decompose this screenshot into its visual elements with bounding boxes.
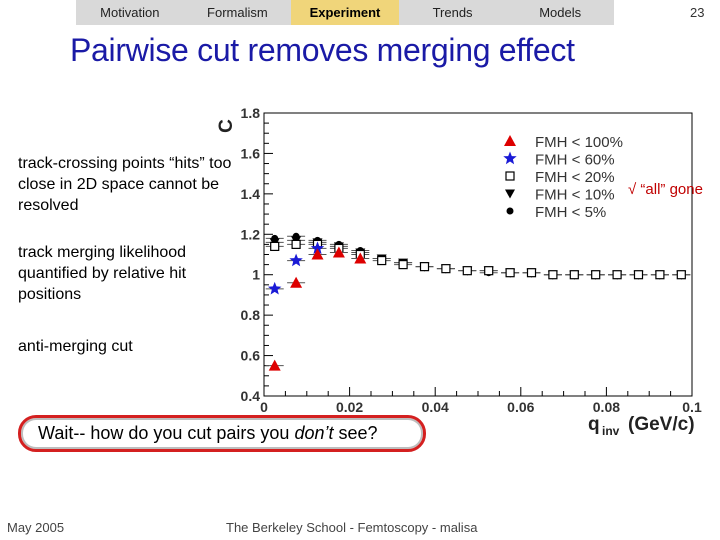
data-point	[398, 260, 408, 270]
data-point	[289, 253, 303, 267]
data-point	[633, 270, 644, 280]
data-point	[441, 264, 451, 274]
legend-marker	[506, 207, 514, 215]
data-point	[291, 239, 301, 249]
y-tick-label: 0.8	[241, 307, 261, 323]
legend-marker	[503, 151, 517, 165]
chart-legend: FMH < 100%FMH < 60%FMH < 20%FMH < 10%FMH…	[503, 134, 623, 221]
x-axis-title: q	[588, 414, 600, 435]
data-point	[310, 241, 325, 255]
callout-box	[18, 415, 426, 452]
callout-text: Wait-- how do you cut pairs you don’t se…	[38, 422, 378, 444]
section-nav: Motivation Formalism Experiment Trends M…	[76, 0, 614, 25]
data-point	[290, 276, 303, 288]
nav-tab-models[interactable]: Models	[539, 5, 582, 20]
data-point	[462, 266, 472, 276]
y-tick-label: 0.4	[241, 388, 261, 404]
chart-points	[265, 232, 691, 371]
data-point	[311, 248, 324, 260]
x-axis-subscript: inv	[602, 424, 620, 438]
nav-tab-trends[interactable]: Trends	[432, 5, 473, 20]
check-note: √ “all” gone	[628, 181, 703, 198]
legend-marker	[505, 171, 515, 181]
x-tick-label: 0.04	[422, 399, 449, 415]
data-point	[270, 241, 280, 252]
y-tick-label: 1.8	[241, 105, 261, 121]
data-point	[484, 266, 494, 276]
y-tick-label: 1	[252, 267, 260, 283]
plot-frame	[263, 112, 693, 397]
x-axis-units: (GeV/c)	[628, 414, 695, 435]
y-tick-label: 1.2	[241, 226, 261, 242]
data-point	[548, 270, 558, 280]
data-point	[612, 270, 622, 280]
legend-label: FMH < 20%	[535, 169, 615, 186]
nav-tab-formalism[interactable]: Formalism	[207, 5, 268, 20]
callout-text-after: see?	[333, 423, 378, 443]
legend-marker	[504, 135, 516, 146]
data-point	[676, 270, 686, 280]
data-point	[591, 270, 601, 280]
data-point	[419, 262, 430, 272]
data-point	[354, 252, 367, 264]
chart-ticks: 0.4 0.6 0.8 1 1.2 1.4 1.6 1.8 0 0.02 0.04 0.06 0.08 0…	[241, 105, 702, 415]
data-point	[268, 359, 281, 371]
legend-label: FMH < 100%	[535, 134, 623, 151]
data-point	[332, 246, 345, 258]
data-point	[505, 268, 515, 278]
footer-credit: The Berkeley School - Femtoscopy - malis…	[226, 520, 478, 535]
data-point	[377, 255, 387, 266]
x-tick-label: 0.08	[593, 399, 620, 415]
legend-label: FMH < 10%	[535, 187, 615, 204]
y-tick-label: 1.6	[241, 145, 261, 161]
nav-tab-experiment[interactable]: Experiment	[291, 0, 399, 25]
callout-emphasis: don’t	[294, 423, 334, 443]
slide-title: Pairwise cut removes merging effect	[70, 32, 575, 68]
footer-date: May 2005	[7, 520, 65, 535]
bullet-text-cut: anti-merging cut	[18, 338, 133, 355]
x-tick-label: 0.1	[682, 399, 702, 415]
data-point	[526, 268, 537, 278]
legend-label: FMH < 60%	[535, 152, 615, 169]
callout-text-before: Wait-- how do you cut pairs you	[38, 423, 295, 443]
x-tick-label: 0	[260, 399, 268, 415]
data-point	[268, 281, 282, 295]
data-point	[569, 270, 579, 280]
x-tick-label: 0.06	[507, 399, 534, 415]
bullet-text-hits: track-crossing points “hits” too close i…	[18, 155, 232, 214]
legend-label: FMH < 5%	[535, 204, 606, 221]
data-point	[655, 270, 665, 280]
y-tick-label: 0.6	[241, 348, 261, 364]
chart-axes: Cq inv (GeV/c)	[216, 112, 695, 438]
page-number: 23	[690, 5, 705, 20]
bullet-text-merging: track merging likelihood quantified by r…	[18, 244, 187, 303]
nav-tab-motivation[interactable]: Motivation	[100, 5, 160, 20]
y-tick-label: 1.4	[241, 186, 261, 202]
legend-marker	[505, 189, 515, 199]
x-tick-label: 0.02	[336, 399, 363, 415]
y-axis-title: C	[216, 119, 237, 133]
